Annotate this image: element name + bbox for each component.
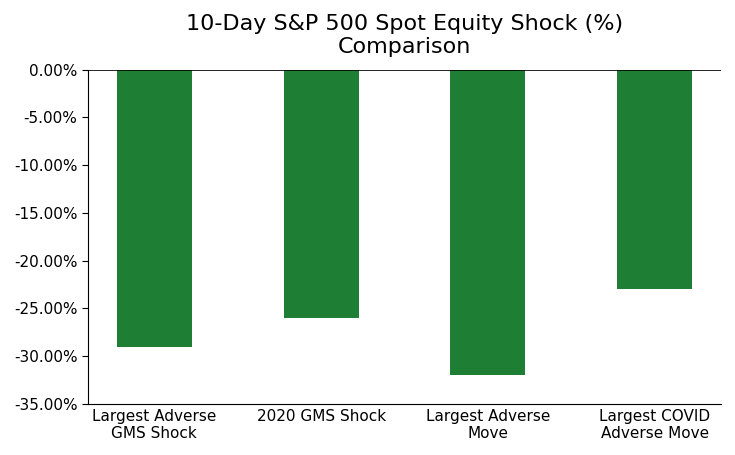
Bar xyxy=(284,70,359,318)
Bar xyxy=(117,70,192,347)
Bar xyxy=(451,70,526,375)
Title: 10-Day S&P 500 Spot Equity Shock (%)
Comparison: 10-Day S&P 500 Spot Equity Shock (%) Com… xyxy=(186,14,623,57)
Bar xyxy=(617,70,692,289)
